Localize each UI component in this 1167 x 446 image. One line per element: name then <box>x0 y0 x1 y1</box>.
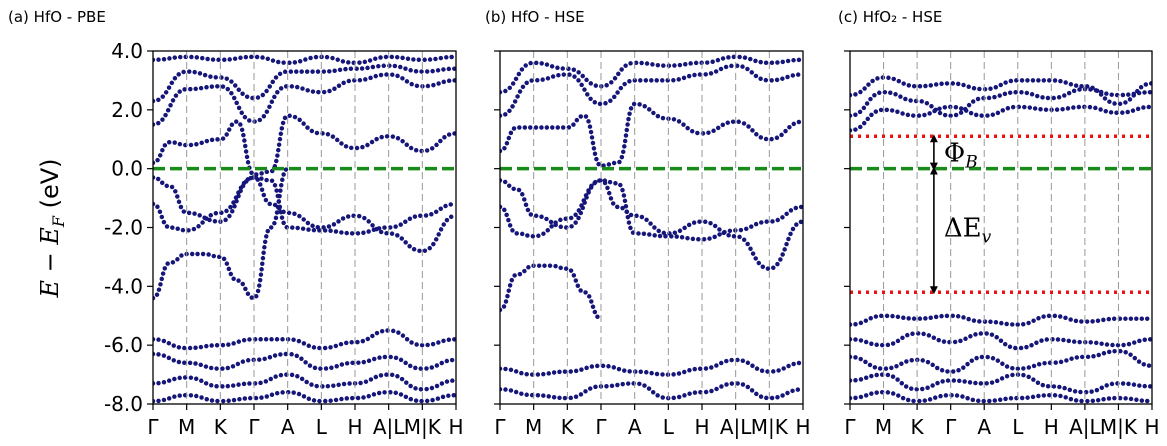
x-tick-label: H <box>347 415 362 439</box>
band-series <box>850 389 1152 404</box>
panel-title: (a) HfO - PBE <box>8 8 106 26</box>
barrier-height-label: ΦB <box>944 138 978 172</box>
band-series <box>153 113 456 177</box>
panel-a-hfo-pbe: (a) HfO - PBE 4.02.00.0-2.0-4.0-6.0-8.0 … <box>8 8 464 439</box>
band-series <box>850 372 1152 395</box>
x-tick-label: A <box>281 415 295 439</box>
x-tick-label: A|L <box>720 415 752 439</box>
band-series <box>850 313 1152 327</box>
band-series <box>500 101 803 168</box>
x-tick-label: Γ <box>494 415 506 439</box>
band-series <box>500 178 803 242</box>
y-tick-label: -8.0 <box>104 392 143 416</box>
x-tick-label: H <box>694 415 709 439</box>
x-tick-label: Γ <box>945 415 957 439</box>
panel-title: (b) HfO - HSE <box>485 8 585 26</box>
x-tick-labels: Γ M K Γ A L H A|L M|K H <box>844 404 1160 439</box>
x-tick-label: H <box>448 415 463 439</box>
y-tick-label: 4.0 <box>111 39 143 63</box>
x-tick-label: K <box>911 415 925 439</box>
x-tick-label: M|K <box>751 415 789 439</box>
band-series <box>850 75 1152 107</box>
band-lines <box>500 54 803 401</box>
band-series <box>500 381 803 401</box>
x-tick-label: A <box>628 415 642 439</box>
x-tick-labels: Γ M K Γ A L H A|L M|K H <box>147 404 464 439</box>
x-tick-label: H <box>1044 415 1059 439</box>
y-tick-label: -6.0 <box>104 333 143 357</box>
band-edge-reference-lines <box>850 134 1152 294</box>
x-tick-label: K <box>214 415 228 439</box>
band-series <box>153 351 456 371</box>
x-tick-label: Γ <box>248 415 260 439</box>
x-tick-label: L <box>663 415 675 439</box>
band-series <box>500 63 803 118</box>
y-axis-label: E − EF (eV) <box>36 158 68 298</box>
y-tick-marks <box>494 50 500 405</box>
valence-offset-label: ΔEv <box>944 213 992 247</box>
x-tick-label: Γ <box>844 415 856 439</box>
x-tick-label: L <box>316 415 328 439</box>
panel-b-hfo-hse: (b) HfO - HSE Γ M K Γ A L H A|L M|K H <box>485 8 811 439</box>
x-tick-label: H <box>1144 415 1159 439</box>
y-tick-label: -4.0 <box>104 274 143 298</box>
y-tick-labels: 4.0 2.0 0.0 -2.0 -4.0 -6.0 -8.0 <box>104 39 153 416</box>
panel-title: (c) HfO₂ - HSE <box>838 8 942 26</box>
band-series <box>500 263 604 321</box>
x-tick-label: M|K <box>1100 415 1138 439</box>
band-series <box>153 389 456 404</box>
x-tick-label: Γ <box>147 415 159 439</box>
y-tick-label: 0.0 <box>111 157 143 181</box>
kpoint-gridlines <box>533 51 770 404</box>
x-tick-label: A|L <box>1069 415 1101 439</box>
x-tick-label: L <box>1012 415 1024 439</box>
plot-frame <box>499 50 804 405</box>
y-tick-marks <box>844 50 850 405</box>
band-series <box>153 166 290 301</box>
x-tick-label: H <box>795 415 810 439</box>
band-series <box>153 72 456 127</box>
band-series <box>500 54 803 95</box>
band-series <box>500 357 803 377</box>
y-tick-label: 2.0 <box>111 98 143 122</box>
x-tick-label: M <box>178 415 195 439</box>
x-tick-label: A|L <box>373 415 405 439</box>
kpoint-gridlines <box>186 51 423 404</box>
band-series <box>850 86 1152 118</box>
x-tick-label: Γ <box>595 415 607 439</box>
band-series <box>850 104 1152 133</box>
plot-frame <box>849 50 1153 405</box>
x-tick-labels: Γ M K Γ A L H A|L M|K H <box>494 404 811 439</box>
band-series <box>153 372 456 392</box>
x-tick-label: M|K <box>404 415 442 439</box>
offset-arrows: ΦB ΔEv <box>929 134 992 295</box>
band-lines <box>153 54 456 404</box>
band-series <box>153 328 456 351</box>
band-lines <box>850 75 1152 404</box>
x-tick-label: M <box>875 415 892 439</box>
band-series <box>153 63 456 104</box>
x-tick-label: M <box>525 415 542 439</box>
y-tick-label: -2.0 <box>104 216 143 240</box>
band-series <box>850 348 1152 374</box>
band-series <box>153 54 456 66</box>
x-tick-label: A <box>977 415 991 439</box>
kpoint-gridlines <box>883 51 1119 404</box>
band-series <box>850 331 1152 351</box>
band-series <box>500 178 803 271</box>
x-tick-label: K <box>561 415 575 439</box>
